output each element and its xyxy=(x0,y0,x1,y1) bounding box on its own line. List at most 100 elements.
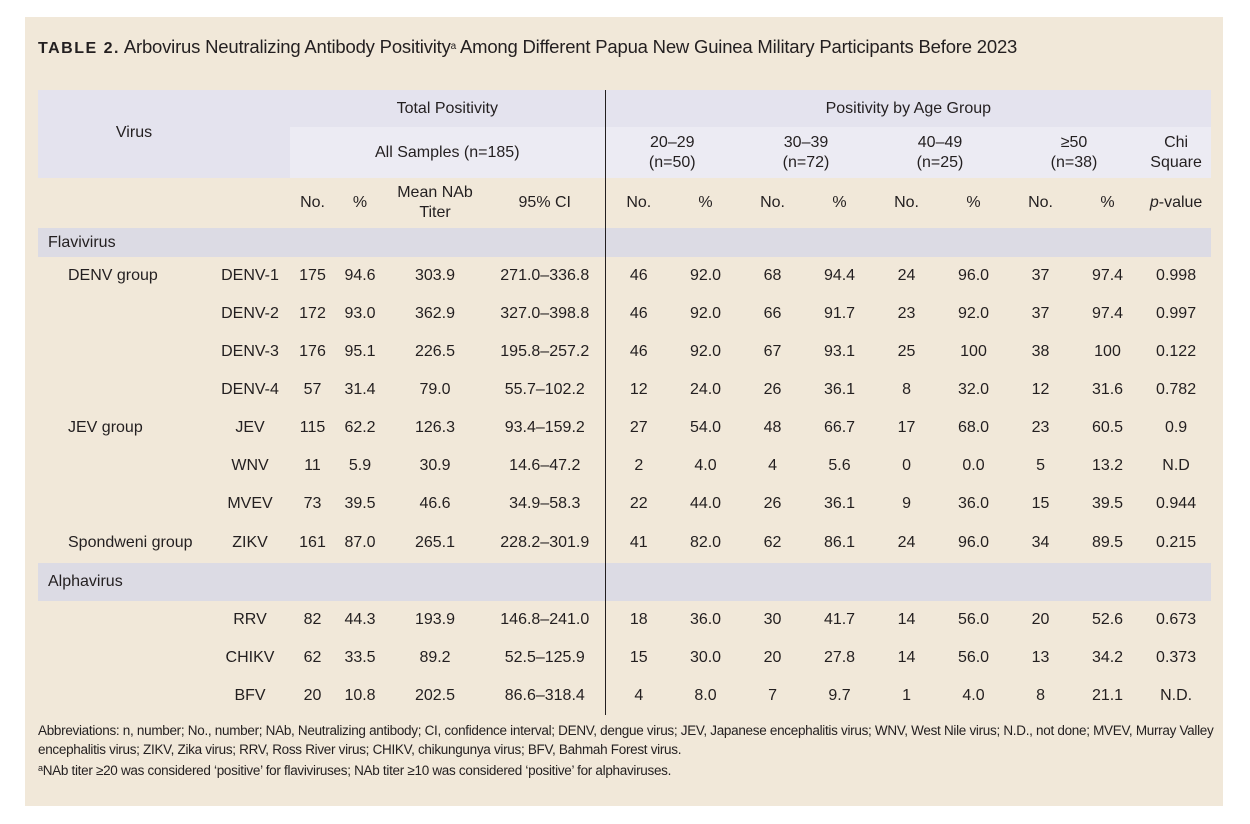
table-cell: 14.6–47.2 xyxy=(509,457,581,474)
table-cell: 30.9 xyxy=(419,457,451,474)
table-cell: 48 xyxy=(763,419,782,436)
table-row: MVEV 73 39.5 46.6 34.9–58.3 22 44.0 26 36.1 9 36.0… xyxy=(38,485,1211,523)
table-cell: 271.0–336.8 xyxy=(500,267,590,284)
table-cell: 9 xyxy=(902,495,911,512)
table-cell: 34.9–58.3 xyxy=(509,495,581,512)
table-cell: 13.2 xyxy=(1091,457,1124,474)
table-cell: 73 xyxy=(303,495,322,512)
table-card: TABLE 2. Arbovirus Neutralizing Antibody… xyxy=(25,17,1223,806)
table-cell: 39.5 xyxy=(1091,495,1124,512)
table-cell: 303.9 xyxy=(414,267,456,284)
virus-group xyxy=(38,601,210,639)
virus-group xyxy=(38,295,210,333)
table-cell: 66 xyxy=(763,305,782,322)
table-cell: 12 xyxy=(604,371,673,409)
section-label: Alphavirus xyxy=(38,563,606,601)
data-table: Virus Total Positivity Positivity by Age… xyxy=(38,90,1212,715)
table-cell: 115 xyxy=(299,419,326,436)
header-age-20-29: 20–29 (n=50) xyxy=(604,127,740,178)
table-cell: 66.7 xyxy=(823,419,856,436)
table-cell: 24 xyxy=(897,267,916,284)
table-cell: 46.6 xyxy=(419,495,451,512)
table-cell: 52.6 xyxy=(1091,611,1124,628)
table-cell: 15 xyxy=(604,639,673,677)
table-cell: 26 xyxy=(763,495,782,512)
table-row: WNV 11 5.9 30.9 14.6–47.2 2 4.0 4 5.6 0 0.0 5 13.2 N.… xyxy=(38,447,1211,485)
virus-name: DENV-2 xyxy=(221,305,279,322)
table-cell: 100 xyxy=(960,343,987,360)
table-cell: 36.1 xyxy=(823,381,856,398)
table-cell: 226.5 xyxy=(414,343,456,360)
header-all-samples: All Samples (n=185) xyxy=(290,127,606,178)
table-cell: 55.7–102.2 xyxy=(504,381,585,398)
table-cell: 92.0 xyxy=(689,305,722,322)
virus-group: DENV group xyxy=(68,267,158,284)
footnotes: Abbreviations: n, number; No., number; N… xyxy=(38,721,1218,780)
virus-group xyxy=(38,485,210,523)
table-cell: 11 xyxy=(304,457,321,474)
header-chi-square: Chi Square xyxy=(1141,127,1212,178)
table-cell: 95.1 xyxy=(344,343,376,360)
table-cell: 4.0 xyxy=(962,687,985,704)
table-cell: 33.5 xyxy=(344,649,376,666)
table-cell: 36.0 xyxy=(957,495,990,512)
virus-group xyxy=(38,371,210,409)
table-row: JEV group JEV 115 62.2 126.3 93.4–159.2 27 54.0… xyxy=(38,409,1211,447)
table-cell: 126.3 xyxy=(414,419,456,436)
table-row: DENV-2 172 93.0 362.9 327.0–398.8 46 92.0 66 91.… xyxy=(38,295,1211,333)
table-cell: 86.6–318.4 xyxy=(504,687,585,704)
table-row: DENV group DENV-1 175 94.6 303.9 271.0–336.8 4… xyxy=(38,257,1211,295)
table-cell: 0.782 xyxy=(1156,381,1197,398)
header-age-50-plus: ≥50 (n=38) xyxy=(1007,127,1142,178)
section-row: Alphavirus xyxy=(38,563,1212,601)
table-cell: 2 xyxy=(604,447,673,485)
virus-name: MVEV xyxy=(227,495,273,512)
table-cell: 26 xyxy=(763,381,782,398)
table-row: Spondweni group ZIKV 161 87.0 265.1 228.2–301… xyxy=(38,523,1211,563)
table-cell: 46 xyxy=(604,333,673,371)
table-cell: 82.0 xyxy=(689,534,722,551)
table-cell: 100 xyxy=(1094,343,1121,360)
table-body: Flavivirus DENV group DENV-1 175 94.6 303.9 27… xyxy=(38,228,1212,715)
virus-name: ZIKV xyxy=(232,534,268,551)
table-cell: 12 xyxy=(1031,381,1050,398)
table-cell: 89.2 xyxy=(419,649,451,666)
virus-group xyxy=(38,639,210,677)
table-row: DENV-3 176 95.1 226.5 195.8–257.2 46 92.0 67 93.… xyxy=(38,333,1211,371)
table-cell: 193.9 xyxy=(414,611,456,628)
table-cell: 27 xyxy=(604,409,673,447)
table-cell: 31.6 xyxy=(1091,381,1124,398)
table-cell: 41 xyxy=(604,523,673,563)
virus-group: Spondweni group xyxy=(68,534,193,551)
table-cell: 44.3 xyxy=(344,611,376,628)
positivity-note: aNAb titer ≥20 was considered ‘positive’… xyxy=(38,763,672,778)
table-cell: 31.4 xyxy=(344,381,376,398)
table-cell: 37 xyxy=(1031,305,1050,322)
subheader-row: No. % Mean NAb Titer 95% CI No. % No. % N… xyxy=(38,178,1211,228)
table-cell: 5 xyxy=(1036,457,1045,474)
table-cell: 22 xyxy=(604,485,673,523)
table-cell: 20 xyxy=(303,687,322,704)
header-age-30-39: 30–39 (n=72) xyxy=(739,127,874,178)
table-cell: 52.5–125.9 xyxy=(504,649,585,666)
table-cell: 68 xyxy=(763,267,782,284)
header-positivity-by-age: Positivity by Age Group xyxy=(604,90,1212,127)
table-cell: 176 xyxy=(299,343,326,360)
table-cell: 93.4–159.2 xyxy=(504,419,585,436)
header-virus: Virus xyxy=(38,90,291,178)
table-cell: 38 xyxy=(1031,343,1050,360)
table-cell: 37 xyxy=(1031,267,1050,284)
table-cell: 146.8–241.0 xyxy=(500,611,590,628)
table-cell: 46 xyxy=(604,295,673,333)
table-cell: 10.8 xyxy=(344,687,376,704)
table-cell: 0.215 xyxy=(1156,534,1197,551)
table-cell: 56.0 xyxy=(957,611,990,628)
virus-name: DENV-4 xyxy=(221,381,279,398)
table-row: DENV-4 57 31.4 79.0 55.7–102.2 12 24.0 26 36.1 8 3… xyxy=(38,371,1211,409)
table-cell: 62 xyxy=(303,649,322,666)
table-cell: 30 xyxy=(763,611,782,628)
virus-name: JEV xyxy=(235,419,265,436)
table-cell: 0.944 xyxy=(1156,495,1197,512)
table-row: CHIKV 62 33.5 89.2 52.5–125.9 15 30.0 20 27.8 14 5… xyxy=(38,639,1211,677)
table-cell: 34.2 xyxy=(1091,649,1124,666)
